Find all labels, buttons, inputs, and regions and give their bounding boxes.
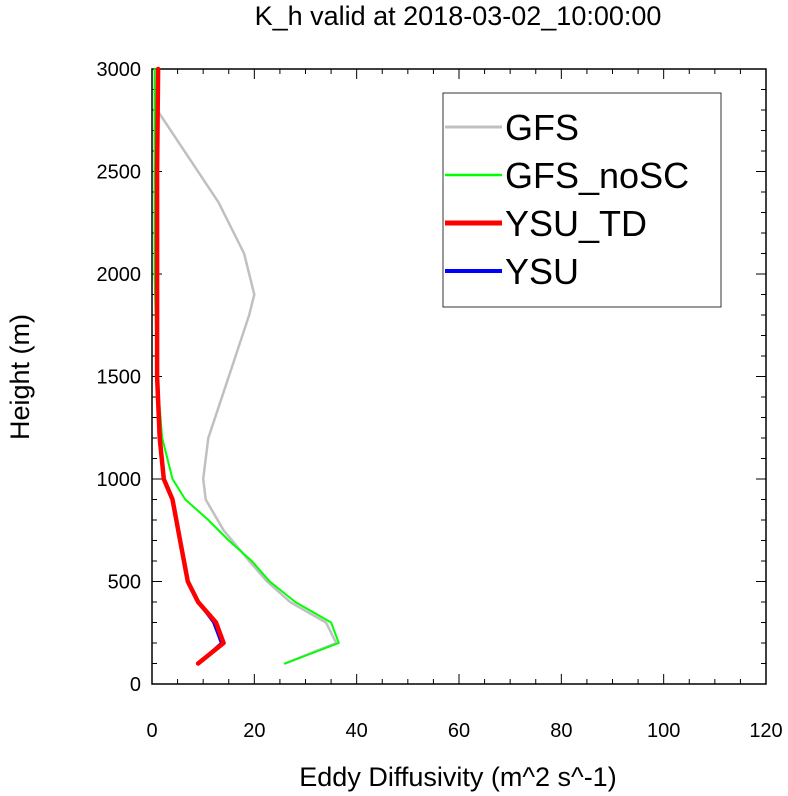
series-line-gfs [155,67,338,665]
x-tick-label: 120 [749,720,782,742]
legend: GFS GFS_noSC YSU_TD YSU [442,92,722,308]
legend-label: GFS_noSC [505,155,689,196]
y-tick-label: 1000 [97,469,142,491]
legend-label: YSU [505,251,579,292]
x-tick-label: 60 [448,720,470,742]
x-tick-label: 20 [243,720,265,742]
y-tick-label: 0 [130,674,141,696]
x-tick-label: 80 [550,720,572,742]
x-tick-label: 100 [647,720,680,742]
series-line-gfs-nosc [153,68,340,665]
y-tick-label: 500 [108,572,141,594]
legend-box [442,92,722,308]
y-tick-label: 2500 [97,162,142,184]
x-tick-label: 40 [346,720,368,742]
y-tick-label: 3000 [97,59,142,81]
y-tick-label: 2000 [97,264,142,286]
x-axis-label: Eddy Diffusivity (m^2 s^-1) [299,762,616,792]
legend-label: YSU_TD [505,203,647,244]
series-line-ysu-td [154,66,226,666]
y-tick-label: 1500 [97,367,142,389]
x-tick-label: 0 [146,720,157,742]
y-axis-label: Height (m) [5,314,35,440]
chart-title: K_h valid at 2018-03-02_10:00:00 [255,1,662,31]
legend-label: GFS [505,107,579,148]
